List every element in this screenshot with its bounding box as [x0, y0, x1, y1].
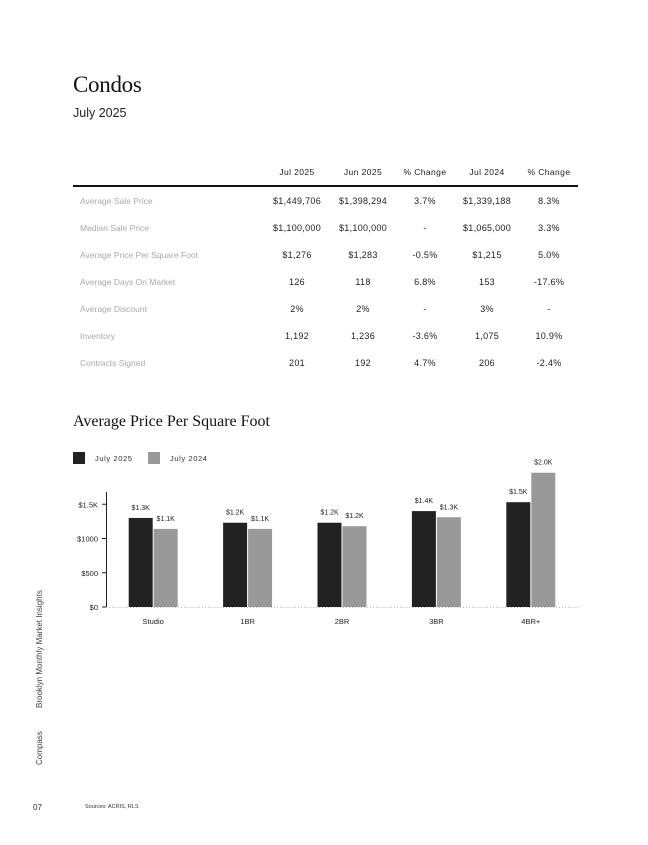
table-row: Contracts Signed 201 192 4.7% 206 -2.4%	[73, 349, 578, 376]
table-header: Jul 2025 Jun 2025 % Change Jul 2024 % Ch…	[73, 160, 578, 187]
cell: 4.7%	[414, 358, 436, 368]
row-label: Average Sale Price	[80, 196, 153, 206]
legend-item-july-2024: July 2024	[148, 452, 208, 464]
cell: 118	[355, 277, 371, 287]
bar-data-label: $1.3K	[132, 505, 151, 512]
cell: -	[423, 304, 427, 314]
row-label: Median Sale Price	[80, 223, 149, 233]
cell: 2%	[356, 304, 370, 314]
row-label: Inventory	[80, 331, 115, 341]
row-label: Average Days On Market	[80, 277, 176, 287]
bar-july-2024	[248, 528, 273, 607]
bar-data-label: $1.2K	[320, 510, 339, 517]
chart-title: Average Price Per Square Foot	[73, 413, 270, 430]
table-row: Average Price Per Square Foot $1,276 $1,…	[73, 241, 578, 268]
cell: $1,283	[348, 250, 378, 260]
bar-data-label: $1.1K	[157, 516, 176, 523]
x-tick-label: Studio	[143, 617, 164, 626]
cell: 1,075	[474, 331, 500, 341]
cell: 153	[479, 277, 495, 287]
page-title: Condos	[73, 72, 142, 97]
header-change-mom: % Change	[403, 167, 447, 177]
table-row: Median Sale Price $1,100,000 $1,100,000 …	[73, 214, 578, 241]
cell: $1,215	[472, 250, 502, 260]
table-row: Average Discount 2% 2% - 3% -	[73, 295, 578, 322]
y-tick-label: $1.5K	[78, 500, 98, 509]
legend-label: July 2024	[170, 453, 208, 463]
page-subtitle: July 2025	[73, 106, 127, 120]
row-label: Contracts Signed	[80, 358, 146, 368]
table-row: Inventory 1,192 1,236 -3.6% 1,075 10.9%	[73, 322, 578, 349]
cell: -	[423, 223, 427, 233]
bar-data-label: $2.0K	[534, 460, 553, 467]
bar-july-2024	[342, 526, 367, 607]
x-tick-label: 1BR	[240, 617, 255, 626]
side-report-title: Brooklyn Monthly Market Insights	[35, 590, 44, 708]
cell: 206	[479, 358, 495, 368]
y-tick-label: $0	[90, 603, 98, 612]
x-tick-label: 4BR+	[521, 617, 541, 626]
bar-july-2024	[153, 528, 178, 607]
cell: 1,192	[284, 331, 310, 341]
cell: 5.0%	[538, 250, 560, 260]
cell: $1,398,294	[338, 196, 388, 206]
table-row: Average Days On Market 126 118 6.8% 153 …	[73, 268, 578, 295]
legend-swatch	[73, 452, 85, 464]
table-row: Average Sale Price $1,449,706 $1,398,294…	[73, 187, 578, 214]
legend-item-july-2025: July 2025	[73, 452, 133, 464]
bar-july-2025	[317, 522, 342, 607]
cell: 192	[355, 358, 371, 368]
cell: 8.3%	[538, 196, 560, 206]
header-jun-2025: Jun 2025	[343, 167, 383, 177]
cell: 3%	[480, 304, 494, 314]
cell: -	[547, 304, 551, 314]
cell: 6.8%	[414, 277, 436, 287]
y-tick-label: $1000	[77, 535, 98, 544]
bar-july-2025	[128, 517, 153, 607]
header-change-yoy: % Change	[527, 167, 571, 177]
bar-july-2025	[411, 511, 436, 607]
bar-data-label: $1.2K	[226, 510, 245, 517]
legend-label: July 2025	[95, 453, 133, 463]
cell: 201	[289, 358, 305, 368]
side-brand: Compass	[35, 731, 44, 765]
cell: -3.6%	[412, 331, 438, 341]
y-tick-label: $500	[81, 569, 98, 578]
x-tick-label: 3BR	[429, 617, 444, 626]
legend-swatch	[148, 452, 160, 464]
bar-data-label: $1.5K	[509, 489, 528, 496]
market-table: Jul 2025 Jun 2025 % Change Jul 2024 % Ch…	[73, 160, 578, 376]
cell: $1,276	[282, 250, 312, 260]
row-label: Average Price Per Square Foot	[80, 250, 198, 260]
bar-july-2025	[223, 522, 248, 607]
row-label: Average Discount	[80, 304, 147, 314]
cell: $1,100,000	[338, 223, 388, 233]
sources-note: Sources: ACRIS, RLS	[85, 804, 139, 810]
bar-july-2024	[436, 517, 461, 607]
cell: 126	[289, 277, 305, 287]
cell: $1,449,706	[272, 196, 322, 206]
header-jul-2025: Jul 2025	[279, 167, 315, 177]
cell: -17.6%	[533, 277, 565, 287]
bar-data-label: $1.4K	[415, 498, 434, 505]
x-tick-label: 2BR	[335, 617, 350, 626]
cell: $1,100,000	[272, 223, 322, 233]
bar-data-label: $1.2K	[345, 513, 364, 520]
header-jul-2024: Jul 2024	[469, 167, 505, 177]
cell: $1,065,000	[462, 223, 512, 233]
cell: 2%	[290, 304, 304, 314]
cell: 10.9%	[535, 331, 563, 341]
cell: -2.4%	[536, 358, 562, 368]
page-number: 07	[33, 803, 42, 812]
cell: $1,339,188	[462, 196, 512, 206]
bar-data-label: $1.1K	[251, 516, 270, 523]
cell: 1,236	[350, 331, 376, 341]
cell: -0.5%	[412, 250, 438, 260]
bar-july-2024	[531, 472, 556, 607]
bar-data-label: $1.3K	[440, 504, 459, 511]
cell: 3.3%	[538, 223, 560, 233]
bar-july-2025	[506, 502, 531, 607]
cell: 3.7%	[414, 196, 436, 206]
